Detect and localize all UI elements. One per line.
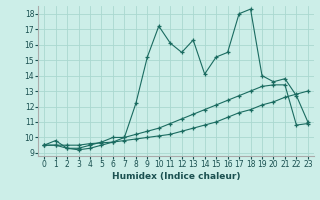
X-axis label: Humidex (Indice chaleur): Humidex (Indice chaleur)	[112, 172, 240, 181]
